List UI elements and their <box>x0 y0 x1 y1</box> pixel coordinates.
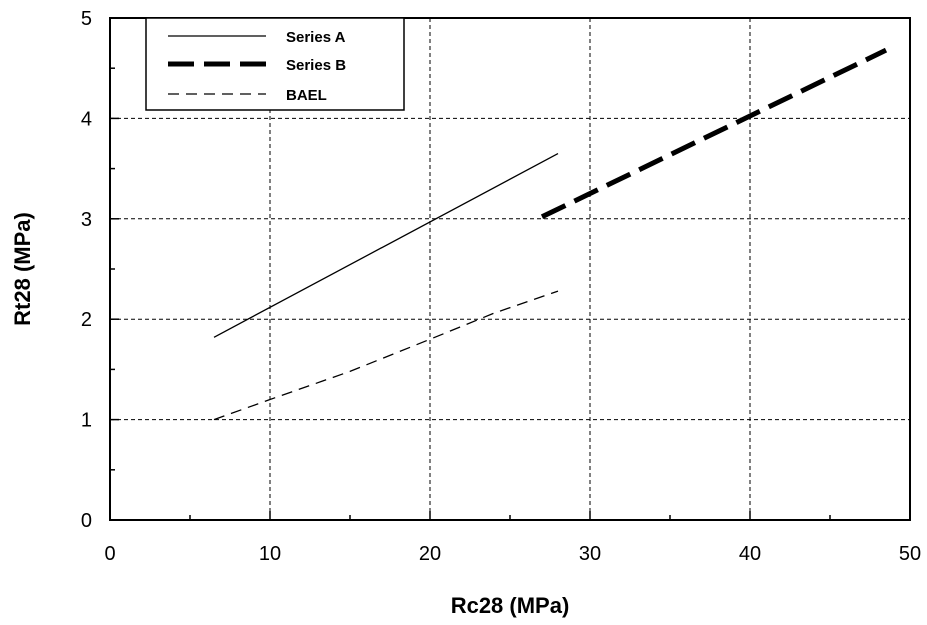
grid <box>110 18 910 520</box>
legend-label-2: Series B <box>286 57 346 74</box>
x-tick-label: 40 <box>739 543 761 565</box>
y-tick-label: 3 <box>81 209 92 231</box>
x-tick-label: 30 <box>579 543 601 565</box>
series-layer <box>213 47 888 421</box>
x-tick-label: 20 <box>419 543 441 565</box>
y-tick-label: 0 <box>81 510 92 532</box>
y-tick-label: 4 <box>81 108 92 130</box>
x-tick-label: 10 <box>259 543 281 565</box>
legend-label-1: Series A <box>286 29 346 46</box>
ticks <box>109 17 911 521</box>
y-axis-title: Rt28 (MPa) <box>10 212 35 326</box>
x-axis-title: Rc28 (MPa) <box>451 593 570 618</box>
y-tick-label: 2 <box>81 309 92 331</box>
x-tick-label: 50 <box>899 543 921 565</box>
y-tick-label: 1 <box>81 410 92 432</box>
legend-items: Series A Series B BAEL <box>168 29 346 104</box>
legend-label-3: BAEL <box>286 87 327 104</box>
series-line-3 <box>213 290 559 421</box>
tick-labels: 0 10 20 30 40 50 0 1 2 3 4 5 <box>81 8 921 565</box>
series-line-2 <box>540 47 888 220</box>
legend: Series A Series B BAEL <box>145 17 405 111</box>
y-tick-label: 5 <box>81 8 92 30</box>
series-line-1 <box>213 152 559 338</box>
x-tick-label: 0 <box>104 543 115 565</box>
